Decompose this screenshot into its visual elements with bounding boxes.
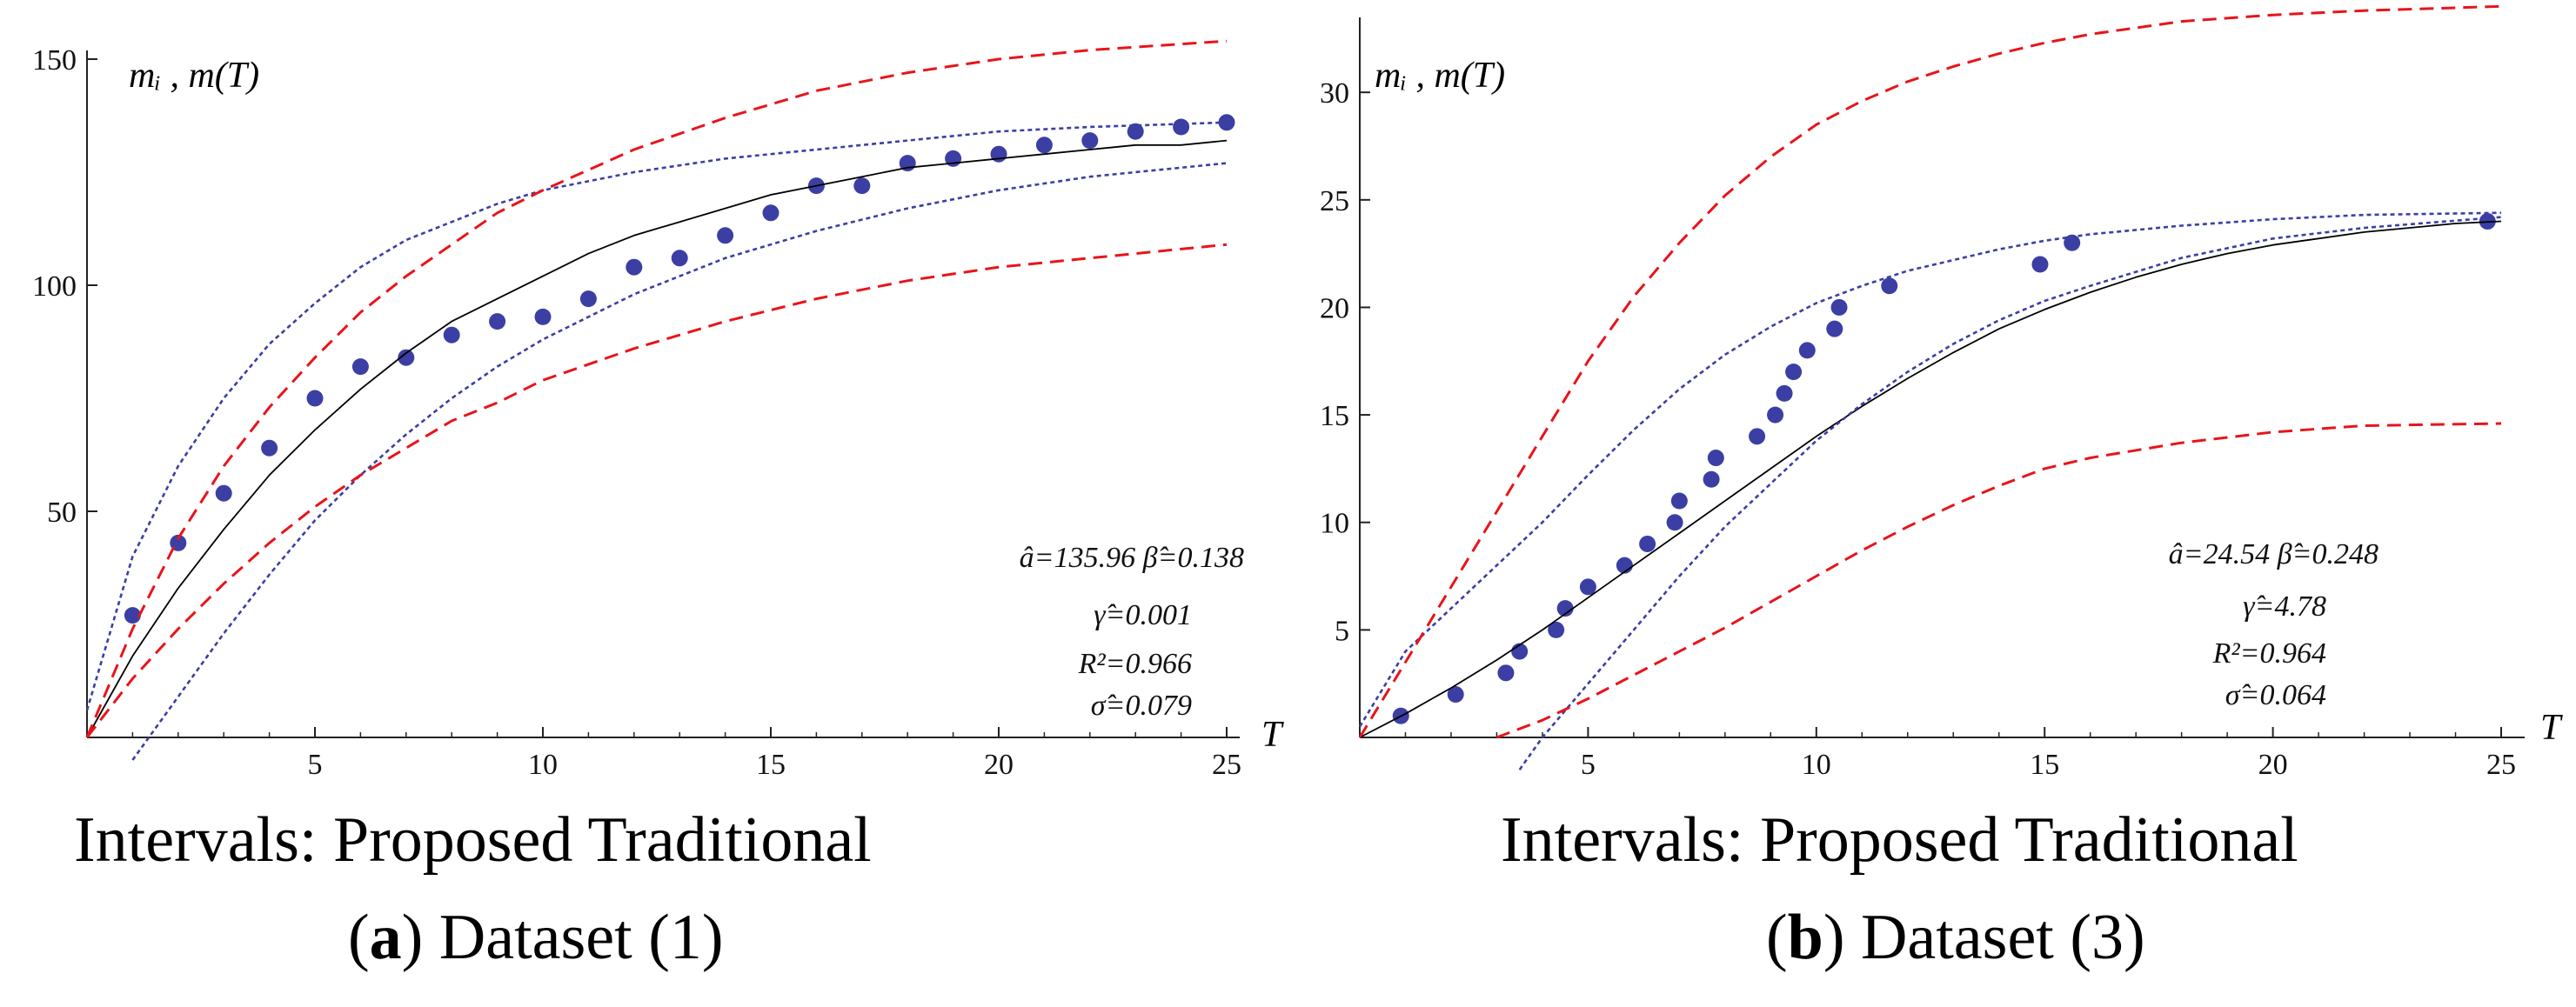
chart-1: 5 10 15 20 25 50 100 150 mᵢ , m(T) Tâ=135.96 β̂=0… [32, 39, 1284, 973]
chart-1-observed-point [124, 607, 141, 624]
chart-2-x-tick-label: 15 [2030, 749, 2059, 781]
chart-1-caption: (a) Dataset (1) [348, 902, 723, 973]
chart-2-x-tick-label: 5 [1581, 749, 1596, 781]
chart-2-observed-point [1548, 621, 1565, 638]
chart-2-observed-point [1703, 470, 1720, 488]
chart-2-fit-line-1 [1359, 220, 2502, 738]
chart-2-annotation: σ̂=0.064 [2225, 679, 2326, 711]
chart-1-x-tick-label: 25 [1212, 749, 1241, 781]
chart-2-caption-text: ) Dataset (3) [1823, 902, 2145, 973]
chart-2-proposed-line-3 [1518, 216, 2502, 770]
chart-1-fit-line-1 [86, 139, 1228, 738]
chart-1-observed-point [534, 308, 552, 325]
chart-2-y-tick-label: 20 [1320, 292, 1349, 324]
chart-2: 5 10 15 20 25 5 10 15 20 25 30 mᵢ , m(T) Tâ=24.54 β̂… [1320, 4, 2563, 973]
chart-1-y-label: mᵢ , m(T) [129, 56, 259, 96]
chart-1-x-tick-label: 20 [984, 749, 1014, 781]
chart-2-observed-point [1830, 298, 1848, 316]
chart-2-observed-point [1666, 514, 1683, 531]
chart-1-observed-point [717, 227, 734, 244]
chart-2-y-tick-label: 30 [1320, 77, 1349, 110]
chart-1-annotation: R²=0.966 [1078, 648, 1192, 680]
chart-1-x-tick-label: 15 [756, 749, 786, 781]
chart-2-caption-open: ( [1766, 902, 1788, 973]
chart-2-observed-point [1447, 686, 1464, 704]
chart-1-observed-point [1081, 132, 1099, 150]
chart-1-annotation: â=135.96 β̂=0.138 [1020, 542, 1244, 574]
chart-1-x-tick-label: 5 [308, 749, 323, 781]
chart-1-observed-point [489, 313, 506, 330]
chart-2-observed-point [1579, 578, 1596, 596]
chart-1-observed-point [1127, 123, 1144, 140]
chart-1-observed-point [1173, 118, 1190, 136]
chart-2-traditional-line-5 [1495, 422, 2502, 739]
chart-1-observed-point [261, 439, 278, 457]
chart-2-observed-point [1497, 664, 1515, 682]
chart-1-caption-letter: a [370, 902, 402, 973]
chart-1-annotation: γ̂=0.001 [1094, 599, 1192, 631]
chart-2-y-tick-label: 10 [1320, 508, 1349, 540]
chart-2-annotation: â=24.54 β̂=0.248 [2169, 538, 2379, 570]
chart-2-y-tick-label: 25 [1320, 185, 1349, 217]
chart-2-observed-point [2031, 256, 2049, 273]
chart-2-observed-point [1798, 342, 1816, 359]
chart-1-proposed-line-3 [131, 162, 1228, 761]
chart-1-observed-point [626, 258, 643, 276]
chart-1-y-tick-label: 150 [32, 44, 77, 77]
chart-2-y-tick-label: 5 [1335, 615, 1349, 647]
chart-1-caption-open: ( [348, 902, 370, 973]
chart-1-observed-point [671, 250, 688, 267]
chart-2-y-label: mᵢ , m(T) [1375, 56, 1505, 96]
chart-1-traditional-line-4 [85, 39, 1228, 738]
chart-1-observed-point [762, 204, 779, 222]
chart-2-observed-point [1826, 320, 1843, 337]
chart-1-observed-point [853, 177, 871, 195]
chart-1-y-tick-label: 50 [47, 497, 77, 529]
chart-2-observed-point [1707, 450, 1724, 467]
chart-2-observed-point [1767, 406, 1784, 423]
chart-2-x-tick-label: 20 [2258, 749, 2288, 781]
chart-2-annotation: γ̂=4.78 [2243, 590, 2326, 623]
chart-1-observed-point [398, 349, 415, 366]
chart-1-observed-point [443, 326, 460, 343]
chart-2-caption: (b) Dataset (3) [1766, 902, 2145, 973]
chart-2-observed-point [1670, 492, 1688, 510]
chart-1-observed-point [579, 290, 597, 308]
chart-1-observed-point [215, 484, 232, 502]
chart-1-observed-point [1035, 137, 1053, 154]
chart-1-legend-text: Intervals: Proposed Traditional [74, 804, 872, 876]
chart-2-annotation: R²=0.964 [2212, 637, 2326, 670]
chart-1-observed-point [351, 358, 369, 376]
chart-2-observed-point [1749, 428, 1766, 445]
chart-1-observed-point [306, 390, 324, 407]
chart-1-annotation: σ̂=0.079 [1091, 690, 1192, 722]
chart-2-x-tick-label: 25 [2486, 749, 2516, 781]
chart-2-observed-point [1785, 363, 1803, 381]
chart-2-observed-point [1556, 600, 1574, 617]
chart-1-x-label: T [1261, 715, 1284, 755]
chart-1-caption-text: ) Dataset (1) [402, 902, 724, 973]
chart-2-proposed-line-2 [1358, 211, 2502, 728]
chart-2-observed-point [1639, 535, 1656, 552]
chart-2-y-tick-label: 15 [1320, 400, 1349, 432]
chart-2-legend-text: Intervals: Proposed Traditional [1501, 804, 2298, 876]
chart-1-proposed-line-2 [85, 121, 1228, 711]
chart-1-y-tick-label: 100 [32, 270, 77, 303]
chart-2-traditional-line-4 [1358, 4, 2502, 738]
chart-1-x-tick-label: 10 [528, 749, 558, 781]
chart-2-x-tick-label: 10 [1802, 749, 1831, 781]
chart-2-observed-point [1776, 384, 1793, 402]
chart-2-observed-point [1881, 277, 1898, 295]
chart-2-caption-letter: b [1788, 902, 1823, 973]
chart-1-traditional-line-5 [85, 243, 1228, 738]
chart-2-observed-point [2064, 234, 2081, 251]
chart-2-x-label: T [2540, 708, 2563, 748]
